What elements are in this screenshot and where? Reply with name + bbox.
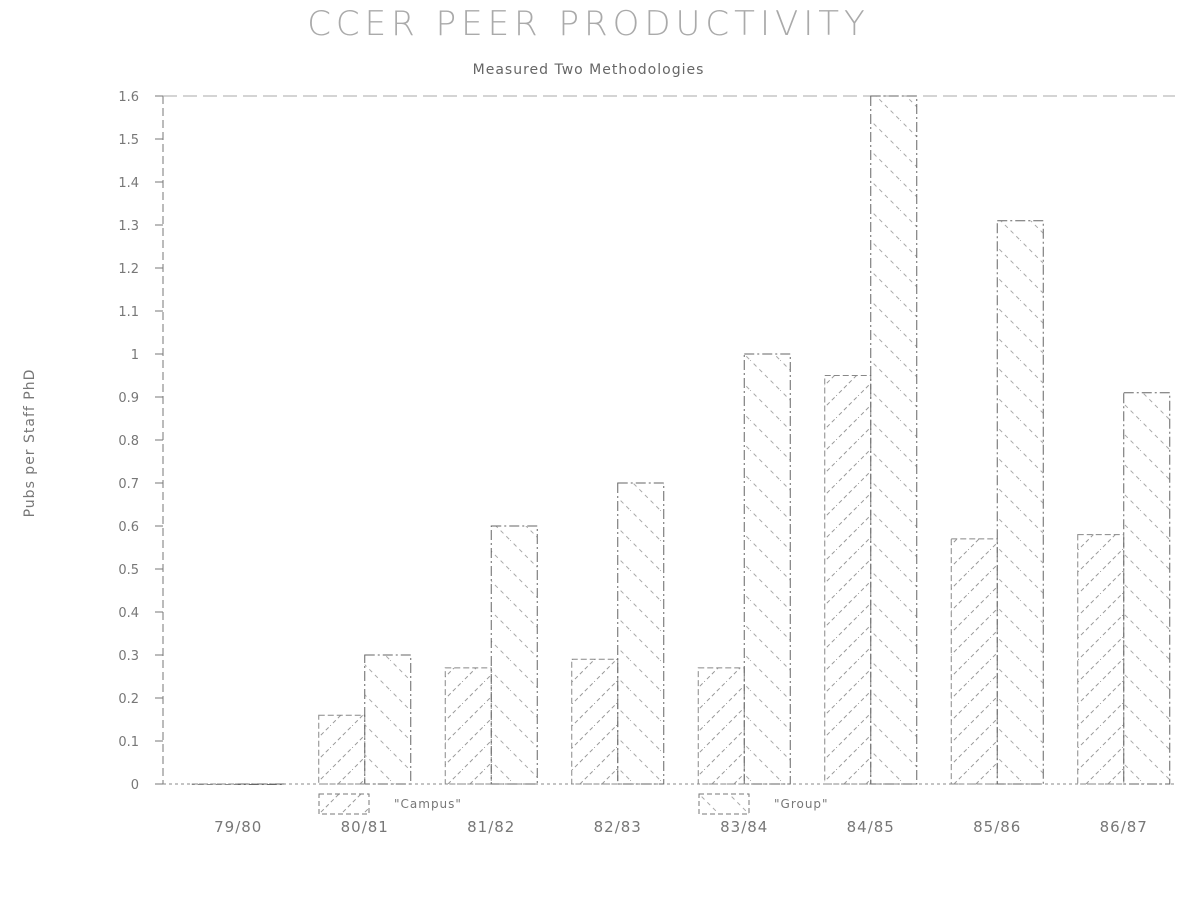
y-tick-label: 1.3 bbox=[118, 219, 139, 234]
x-tick-label: 83/84 bbox=[720, 818, 768, 836]
bar-campus-80-81 bbox=[318, 714, 366, 785]
y-tick-label: 0.8 bbox=[118, 434, 139, 449]
bar-group-86-87 bbox=[1123, 392, 1171, 785]
x-tick-label: 84/85 bbox=[847, 818, 895, 836]
legend-swatch-campus bbox=[318, 793, 370, 815]
bar-group-84-85 bbox=[870, 95, 918, 785]
bar-group-81-82 bbox=[490, 525, 538, 785]
x-tick-label: 85/86 bbox=[973, 818, 1021, 836]
bar-campus-83-84 bbox=[697, 667, 745, 785]
y-tick-label: 1.6 bbox=[118, 90, 139, 105]
y-tick-label: 0.6 bbox=[118, 520, 139, 535]
x-tick-label: 81/82 bbox=[467, 818, 515, 836]
y-tick-label: 0.2 bbox=[118, 692, 139, 707]
y-tick-label: 1.4 bbox=[118, 176, 139, 191]
y-tick-label: 0.9 bbox=[118, 391, 139, 406]
y-tick-label: 1 bbox=[131, 348, 139, 363]
bar-group-83-84 bbox=[743, 353, 791, 785]
chart-title: CCER PEER PRODUCTIVITY bbox=[307, 4, 870, 44]
legend-item-campus: "Campus" bbox=[318, 793, 462, 815]
bar-group-82-83 bbox=[617, 482, 665, 785]
bar-campus-86-87 bbox=[1077, 534, 1125, 785]
bar-campus-82-83 bbox=[571, 658, 619, 785]
y-tick-label: 0.7 bbox=[118, 477, 139, 492]
bar-campus-85-86 bbox=[950, 538, 998, 785]
bar-group-85-86 bbox=[996, 220, 1044, 785]
legend-swatch-group bbox=[698, 793, 750, 815]
bar-group-80-81 bbox=[364, 654, 412, 785]
x-tick-label: 80/81 bbox=[341, 818, 389, 836]
y-tick-label: 0.3 bbox=[118, 649, 139, 664]
chart-subtitle: Measured Two Methodologies bbox=[472, 62, 705, 78]
x-tick-label: 79/80 bbox=[214, 818, 262, 836]
bar-campus-81-82 bbox=[444, 667, 492, 785]
y-tick-label: 0 bbox=[131, 778, 139, 793]
y-tick-label: 0.4 bbox=[118, 606, 139, 621]
x-tick-label: 82/83 bbox=[594, 818, 642, 836]
bar-group-79-80 bbox=[237, 783, 285, 785]
legend-item-group: "Group" bbox=[698, 793, 829, 815]
legend-label-campus: "Campus" bbox=[394, 797, 462, 811]
bar-campus-84-85 bbox=[824, 375, 872, 785]
legend-label-group: "Group" bbox=[774, 797, 829, 811]
y-tick-label: 1.5 bbox=[118, 133, 139, 148]
y-tick-label: 0.5 bbox=[118, 563, 139, 578]
y-tick-label: 1.2 bbox=[118, 262, 139, 277]
y-tick-label: 0.1 bbox=[118, 735, 139, 750]
x-tick-label: 86/87 bbox=[1100, 818, 1148, 836]
y-tick-label: 1.1 bbox=[118, 305, 139, 320]
bar-campus-79-80 bbox=[191, 783, 239, 785]
